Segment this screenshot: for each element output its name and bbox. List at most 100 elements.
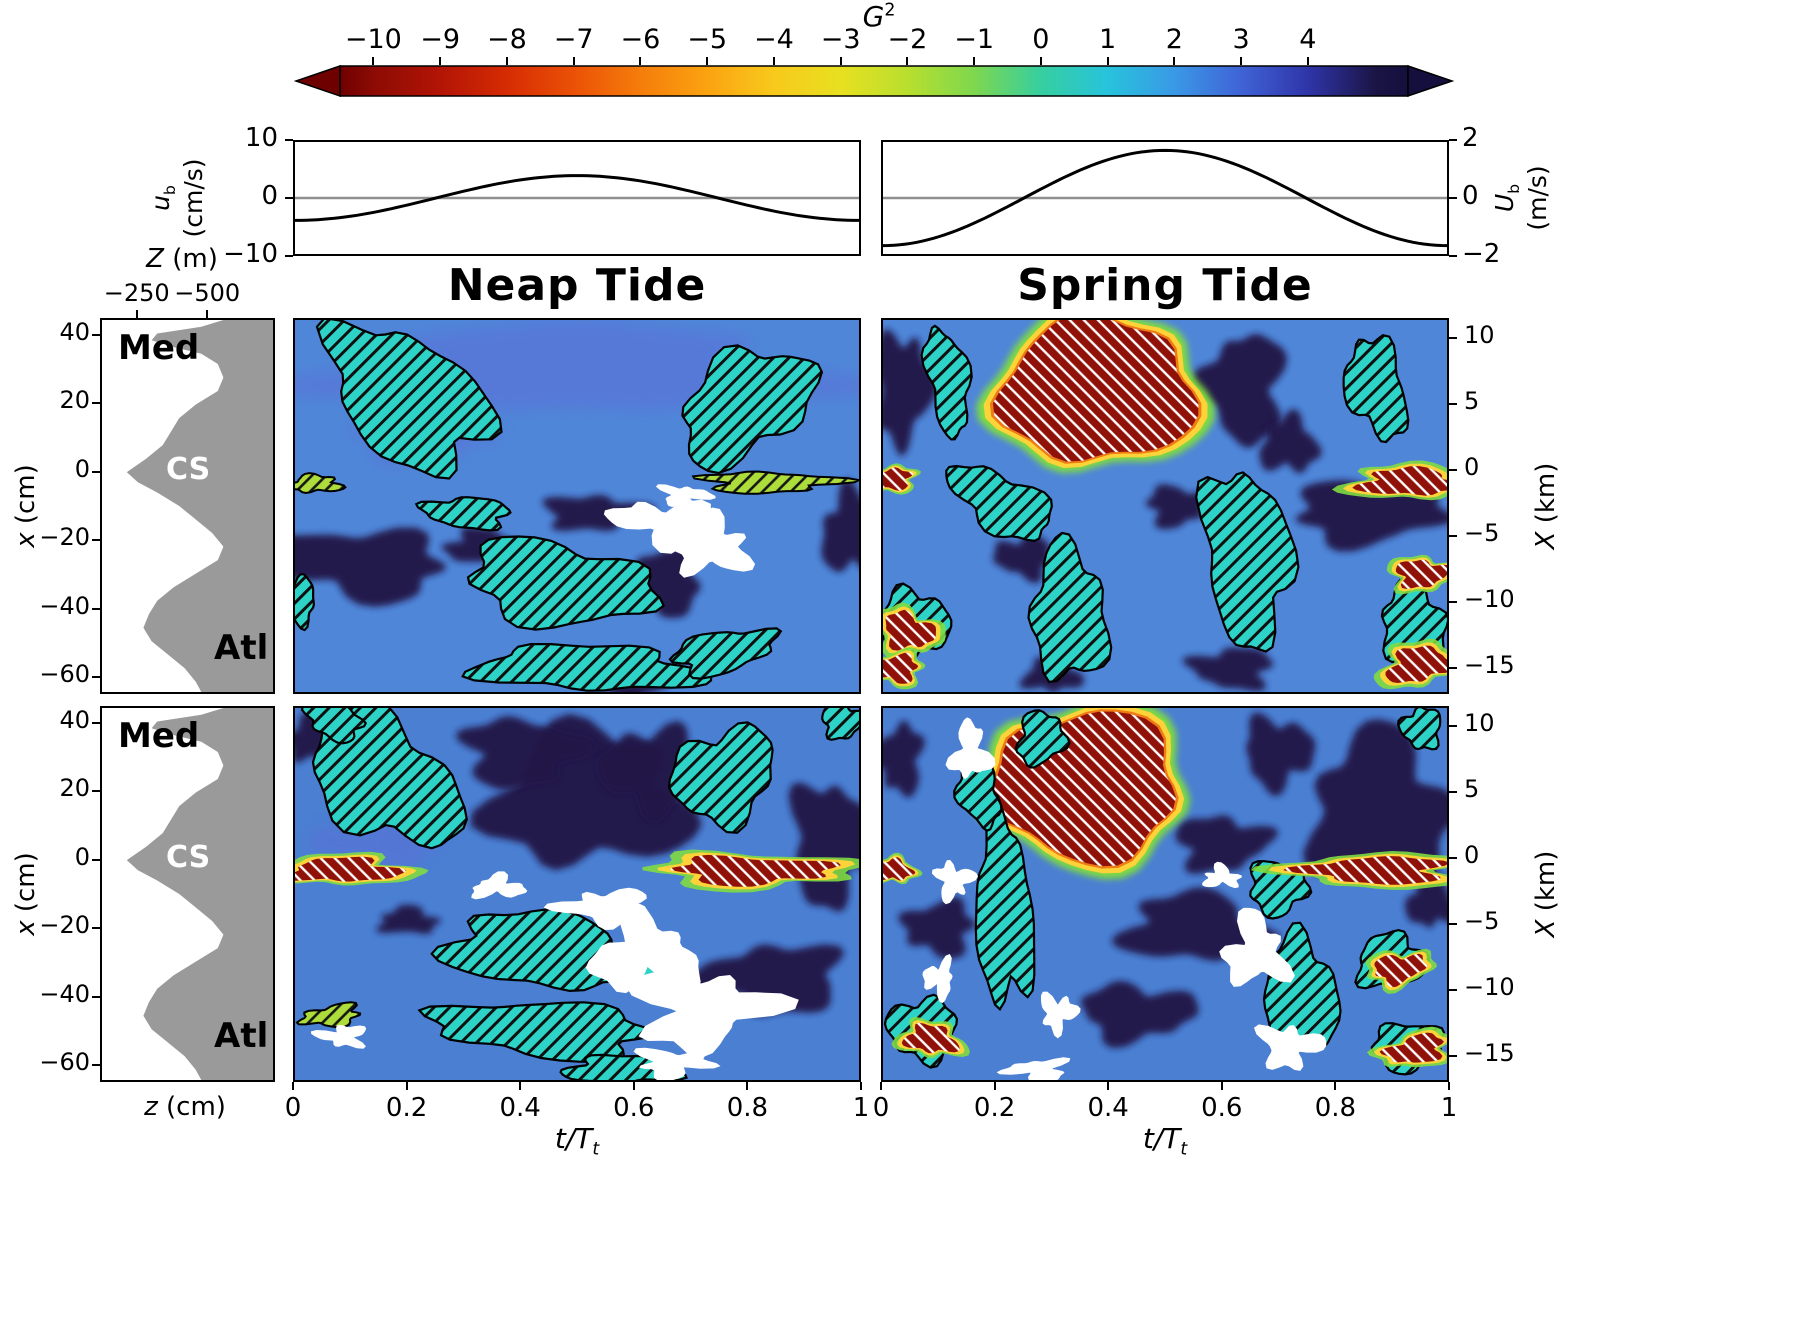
Ub-tick-label: −2: [1462, 239, 1501, 269]
X-km-tick-label: 0: [1464, 840, 1480, 869]
tick-mark: [860, 1082, 862, 1090]
colorbar-axis-label: G2: [834, 0, 924, 33]
tick-mark: [1240, 57, 1243, 65]
heatmap-canvas: [295, 320, 859, 692]
z-var: z: [144, 1092, 158, 1122]
ub-tick-label: −10: [223, 239, 278, 269]
x-cm-tick-label: −20: [39, 911, 90, 940]
t-sub: t: [1180, 1139, 1188, 1160]
colorbar-tick-label: −8: [486, 24, 527, 55]
colorbar-canvas: [293, 64, 1455, 98]
tick-mark: [1220, 1082, 1223, 1090]
t-var: t/T: [554, 1122, 593, 1155]
time-tick-label: 0.4: [1087, 1093, 1129, 1123]
x-cm-tick-label: 40: [59, 706, 90, 735]
tick-mark: [906, 57, 909, 65]
ub-var: u: [146, 195, 176, 211]
tick-mark: [92, 790, 100, 793]
tick-mark: [1306, 57, 1309, 65]
z-units: (cm): [166, 1092, 226, 1122]
colorbar-tick-label: −6: [620, 24, 661, 55]
colorbar-tick-label: −3: [820, 24, 861, 55]
tick-mark: [92, 607, 100, 610]
heatmap-spring-top: [881, 318, 1449, 694]
tick-mark: [746, 1082, 749, 1090]
tick-mark: [1449, 856, 1457, 859]
X-km-tick-label: −10: [1464, 972, 1515, 1001]
tick-mark: [1449, 534, 1457, 537]
colorbar-tick-label: 1: [1099, 24, 1117, 55]
tick-mark: [92, 1063, 100, 1066]
time-tick-label: 0.2: [973, 1093, 1016, 1123]
atl-label: Atl: [214, 628, 269, 668]
x-cm-tick-label: −20: [39, 523, 90, 552]
tick-mark: [632, 1082, 635, 1090]
tick-mark: [285, 197, 293, 199]
time-tick-label: 0.6: [1201, 1093, 1243, 1123]
tick-mark: [135, 310, 138, 318]
tick-mark: [880, 1082, 882, 1090]
tick-mark: [1449, 255, 1457, 257]
colorbar-tick-label: −1: [954, 24, 995, 55]
tick-mark: [1449, 922, 1457, 925]
time-tick-label: 0.8: [1314, 1093, 1357, 1123]
tick-mark: [285, 255, 293, 257]
tick-mark: [372, 57, 375, 65]
heatmap-spring-bottom: [881, 706, 1449, 1082]
tick-mark: [973, 57, 976, 65]
x-cm-tick-label: −40: [39, 979, 90, 1008]
time-tick-label: 0: [872, 1093, 890, 1123]
tick-mark: [993, 1082, 996, 1090]
x-cm-tick-label: 0: [74, 842, 90, 871]
colorbar-label-sup: 2: [884, 0, 896, 21]
x-cm-tick-label: 20: [59, 774, 90, 803]
x-cm-tick-label: −60: [39, 659, 90, 688]
tick-mark: [1173, 57, 1176, 65]
time-tick-label: 1: [852, 1093, 870, 1123]
ub-tick-label: 0: [261, 181, 278, 211]
X-km-tick-label: 5: [1464, 386, 1480, 415]
Ub-tick-label: 0: [1462, 181, 1479, 211]
colorbar-tick-label: −7: [553, 24, 594, 55]
tick-mark: [292, 1082, 294, 1090]
tick-mark: [439, 57, 442, 65]
Z-tick-label: −250: [103, 279, 170, 307]
x-cm-tick-label: 0: [74, 454, 90, 483]
tick-mark: [639, 57, 642, 65]
velocity-curve-canvas: [295, 174, 859, 222]
ub-tick-label: 10: [244, 123, 278, 153]
tick-mark: [92, 470, 100, 473]
X-km-tick-label: −5: [1464, 518, 1500, 547]
colorbar-tick-label: 3: [1232, 24, 1250, 55]
colorbar-tick-label: 2: [1165, 24, 1183, 55]
colorbar-tick-label: −10: [344, 24, 402, 55]
tick-mark: [92, 722, 100, 725]
tick-mark: [285, 139, 293, 141]
heatmap-neap-top: [293, 318, 861, 694]
Z-var: Z: [146, 244, 164, 274]
tick-mark: [706, 57, 709, 65]
tick-mark: [92, 539, 100, 542]
tick-mark: [519, 1082, 522, 1090]
z-axis-label: z (cm): [105, 1092, 265, 1122]
tick-mark: [1449, 988, 1457, 991]
tick-mark: [92, 334, 100, 337]
x-cm-tick-label: −60: [39, 1047, 90, 1076]
tick-mark: [1449, 402, 1457, 405]
colorbar-tick-label: 4: [1299, 24, 1317, 55]
t-sub: t: [592, 1139, 600, 1160]
tick-mark: [1449, 600, 1457, 603]
colorbar-tick-label: −5: [687, 24, 728, 55]
neap-tide-title: Neap Tide: [447, 260, 707, 311]
tick-mark: [772, 57, 775, 65]
neap-velocity-panel: [293, 140, 861, 256]
colorbar: [293, 63, 1455, 99]
tick-mark: [92, 927, 100, 930]
heatmap-canvas: [883, 708, 1447, 1080]
med-label: Med: [118, 716, 200, 756]
tick-mark: [1106, 57, 1109, 65]
tick-mark: [92, 995, 100, 998]
X-km-tick-label: 10: [1464, 320, 1495, 349]
tick-mark: [1449, 1054, 1457, 1057]
